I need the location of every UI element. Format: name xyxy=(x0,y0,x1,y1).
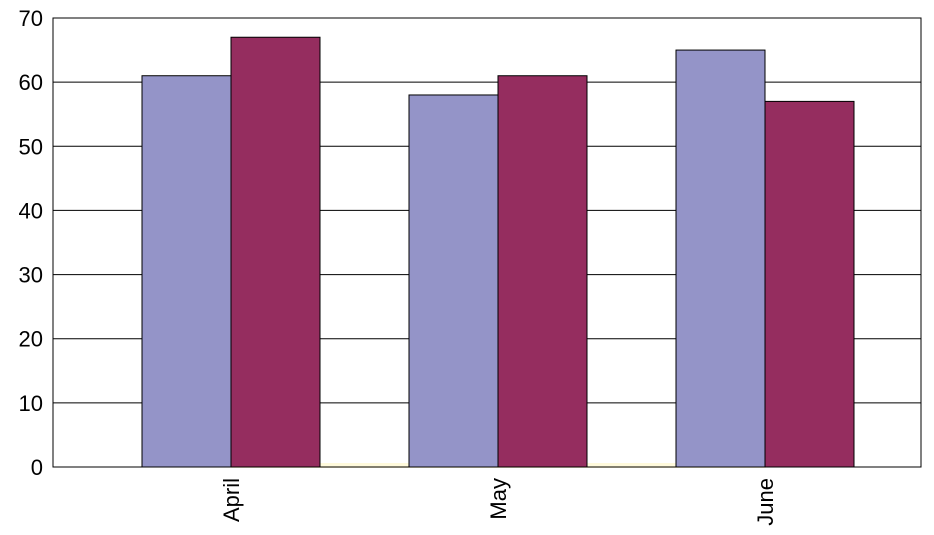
x-category-label: June xyxy=(753,478,778,526)
x-category-label: May xyxy=(486,478,511,520)
bar-april-series-1 xyxy=(141,75,232,468)
bar-may-series-2 xyxy=(497,75,588,468)
y-tick-label: 10 xyxy=(19,391,43,416)
bars xyxy=(141,36,855,468)
bar-june-series-1 xyxy=(675,49,766,468)
y-tick-label: 60 xyxy=(19,70,43,95)
x-axis-categories: April May June xyxy=(219,478,778,526)
y-axis-ticks: 0 10 20 30 40 50 60 70 xyxy=(19,6,43,480)
x-category-label: April xyxy=(219,478,244,522)
y-tick-label: 50 xyxy=(19,134,43,159)
y-tick-label: 30 xyxy=(19,263,43,288)
y-tick-label: 0 xyxy=(31,455,43,480)
y-tick-label: 20 xyxy=(19,327,43,352)
bar-april-series-2 xyxy=(230,36,321,468)
plot-border xyxy=(52,17,922,468)
y-tick-label: 40 xyxy=(19,198,43,223)
bar-may-series-1 xyxy=(408,94,499,468)
plot-frame xyxy=(52,17,922,468)
y-tick-label: 70 xyxy=(19,6,43,31)
bar-june-series-2 xyxy=(764,100,855,468)
